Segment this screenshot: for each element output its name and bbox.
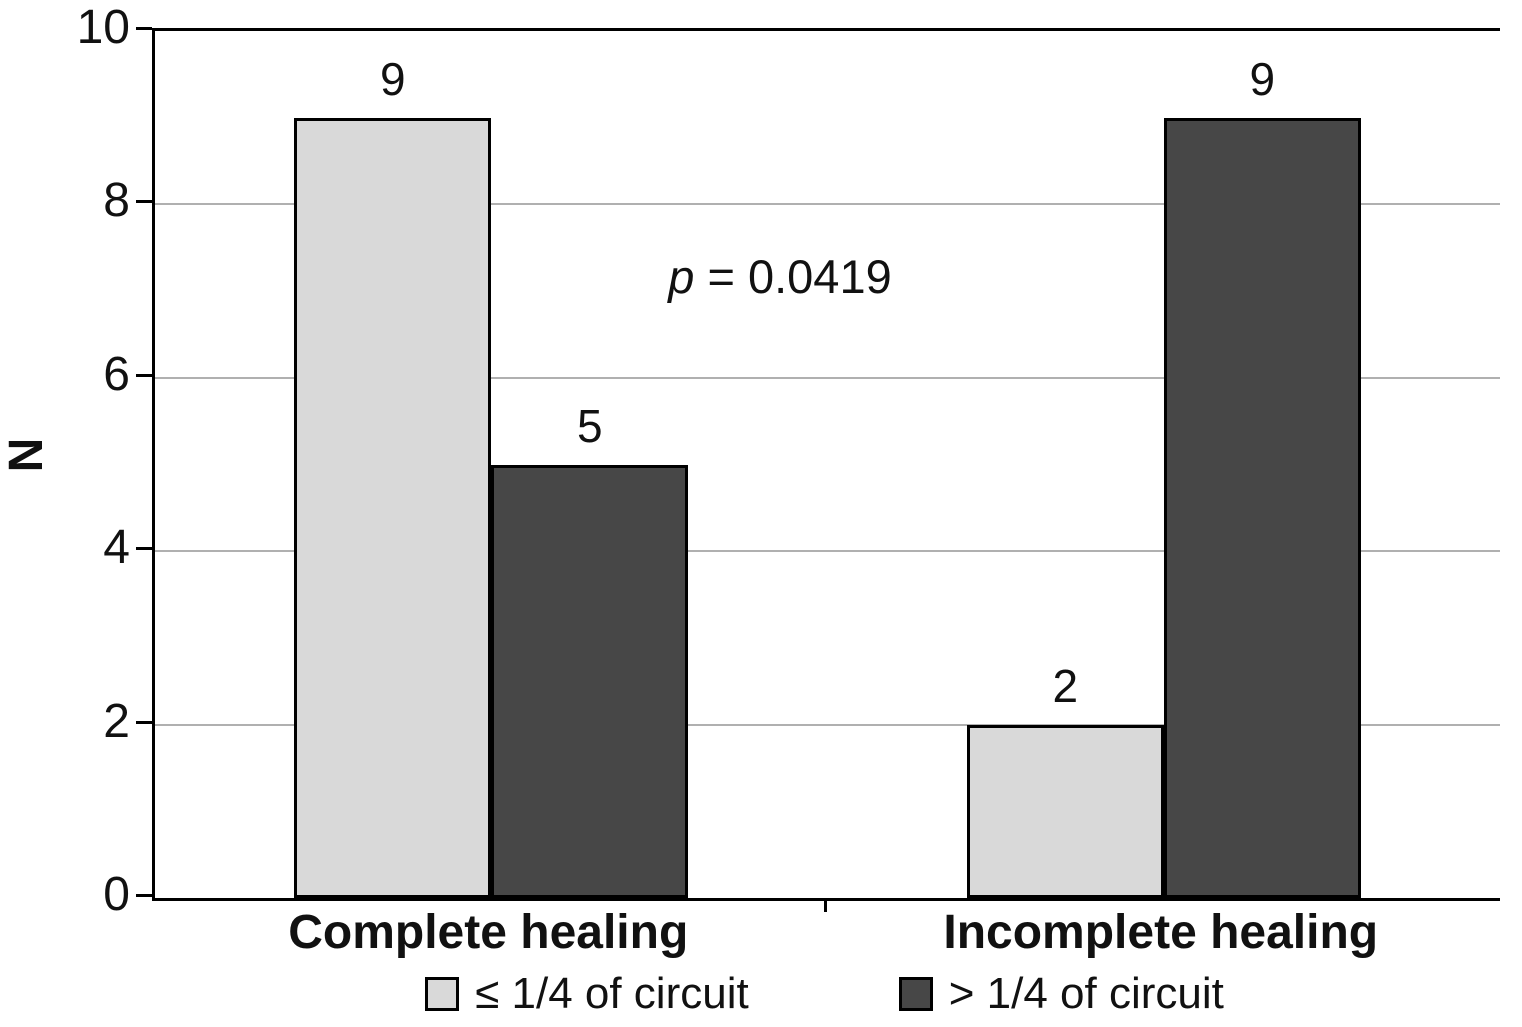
bar-incomplete-healing-series-1 [1163, 117, 1361, 898]
bar-incomplete-healing-series-0 [966, 724, 1164, 898]
y-tick-label-8: 8 [103, 174, 130, 228]
category-label-1: Incomplete healing [943, 906, 1379, 959]
bar-value-label: 5 [576, 399, 603, 452]
y-tick-mark-4 [136, 547, 152, 551]
plot-area: p = 0.0419 9 5 2 9 [152, 28, 1500, 901]
legend-label-1: > 1/4 of circuit [948, 969, 1224, 1018]
gridline-2 [155, 723, 1500, 726]
bar-value-label: 9 [379, 52, 406, 105]
y-tick-mark-2 [136, 720, 152, 724]
bar-value-label: 9 [1249, 52, 1276, 105]
gridline-8 [155, 203, 1500, 206]
y-tick-label-0: 0 [103, 868, 130, 921]
bar-complete-healing-series-1 [491, 464, 689, 898]
y-tick-mark-0 [136, 894, 152, 897]
gridline-6 [155, 376, 1500, 379]
x-tick-mark-center [823, 898, 827, 912]
p-value-text: = 0.0419 [694, 250, 892, 303]
y-axis-title: N [0, 437, 53, 473]
legend-label-0: ≤ 1/4 of circuit [475, 969, 749, 1018]
y-tick-label-10: 10 [76, 1, 130, 54]
p-value-annotation: p = 0.0419 [555, 249, 1005, 304]
bar-value-label: 2 [1052, 659, 1079, 712]
legend-swatch-0 [425, 977, 460, 1011]
legend-item-1: > 1/4 of circuit [898, 969, 1224, 1019]
legend: ≤ 1/4 of circuit > 1/4 of circuit [152, 966, 1497, 1022]
y-tick-mark-10 [136, 27, 152, 30]
legend-item-0: ≤ 1/4 of circuit [425, 969, 749, 1019]
y-tick-label-4: 4 [103, 521, 130, 575]
y-tick-mark-6 [136, 373, 152, 377]
p-value-variable: p [668, 250, 695, 303]
legend-swatch-1 [898, 977, 933, 1011]
y-tick-mark-8 [136, 200, 152, 204]
category-label-0: Complete healing [288, 906, 689, 959]
bar-complete-healing-series-0 [294, 117, 492, 898]
y-tick-label-6: 6 [103, 347, 130, 401]
gridline-4 [155, 550, 1500, 553]
y-tick-label-2: 2 [103, 694, 130, 748]
